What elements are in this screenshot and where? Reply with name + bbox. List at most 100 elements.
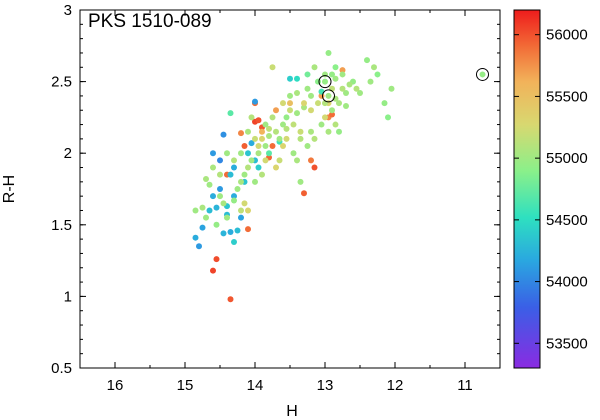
data-point bbox=[301, 190, 307, 197]
data-point bbox=[301, 100, 307, 107]
y-tick-label: 1 bbox=[64, 288, 72, 305]
data-point bbox=[297, 178, 304, 185]
data-point bbox=[192, 234, 199, 241]
data-point bbox=[329, 107, 335, 114]
data-point bbox=[308, 92, 314, 99]
data-point bbox=[322, 71, 328, 78]
data-point bbox=[301, 104, 307, 111]
highlight-ring bbox=[318, 75, 332, 89]
data-point bbox=[227, 296, 234, 303]
data-point bbox=[269, 143, 276, 150]
plot-area bbox=[79, 9, 501, 369]
data-point bbox=[287, 100, 293, 107]
data-point bbox=[238, 178, 244, 185]
data-point bbox=[217, 186, 223, 192]
colorbar-tick-label: 54000 bbox=[546, 274, 588, 291]
data-point bbox=[357, 90, 363, 97]
data-point bbox=[241, 143, 248, 150]
data-point bbox=[273, 128, 279, 135]
data-point bbox=[315, 100, 321, 107]
data-point bbox=[374, 71, 381, 78]
colorbar-tick-label: 55500 bbox=[546, 88, 588, 105]
data-point bbox=[245, 226, 251, 233]
data-point bbox=[234, 186, 241, 192]
data-point bbox=[224, 150, 230, 157]
data-point bbox=[346, 81, 353, 88]
data-point bbox=[269, 114, 276, 121]
data-point bbox=[199, 204, 206, 211]
data-point bbox=[213, 204, 220, 211]
colorbar: 53500 54000 54500 55000 55500 56000 bbox=[513, 9, 588, 369]
colorbar-gradient bbox=[513, 9, 541, 369]
data-point bbox=[311, 164, 318, 171]
highlighted-points bbox=[318, 67, 489, 103]
data-point bbox=[217, 193, 223, 200]
data-point bbox=[217, 157, 223, 164]
data-point bbox=[241, 200, 248, 207]
data-point bbox=[322, 114, 328, 121]
data-point bbox=[238, 150, 244, 157]
data-point bbox=[248, 140, 255, 147]
data-point bbox=[304, 143, 311, 150]
data-point bbox=[266, 133, 272, 140]
data-point bbox=[371, 64, 377, 71]
data-point bbox=[332, 64, 339, 71]
data-point bbox=[269, 64, 276, 71]
data-point bbox=[231, 157, 237, 164]
data-point bbox=[248, 114, 255, 121]
data-point bbox=[325, 128, 332, 135]
data-point bbox=[210, 193, 216, 200]
data-point bbox=[343, 102, 349, 109]
data-point bbox=[255, 143, 262, 150]
colorbar-tick-label: 53500 bbox=[546, 335, 588, 352]
data-point bbox=[283, 114, 290, 121]
data-point bbox=[311, 135, 318, 142]
data-point bbox=[308, 157, 314, 164]
data-point bbox=[276, 135, 283, 142]
data-point bbox=[252, 135, 258, 142]
data-point bbox=[287, 75, 293, 82]
data-point bbox=[273, 164, 279, 171]
highlight-ring bbox=[322, 89, 335, 103]
data-point bbox=[231, 193, 237, 200]
data-point bbox=[336, 100, 342, 107]
data-point bbox=[294, 75, 300, 82]
data-point bbox=[339, 85, 346, 92]
data-point bbox=[388, 85, 395, 92]
data-point bbox=[315, 78, 321, 85]
data-point bbox=[266, 125, 272, 132]
data-point bbox=[255, 164, 262, 171]
data-point bbox=[203, 175, 209, 182]
data-point bbox=[245, 150, 251, 157]
data-point bbox=[266, 150, 272, 157]
data-point bbox=[213, 256, 220, 263]
x-tick-label: 11 bbox=[457, 377, 473, 394]
data-point bbox=[329, 71, 335, 78]
data-point bbox=[231, 197, 237, 204]
plot-frame bbox=[79, 9, 501, 369]
data-point bbox=[238, 207, 244, 214]
data-point bbox=[336, 128, 342, 135]
data-point bbox=[248, 157, 255, 164]
data-point bbox=[227, 228, 234, 235]
data-point bbox=[294, 157, 300, 164]
chart-title: PKS 1510-089 bbox=[88, 11, 212, 32]
data-point bbox=[329, 111, 335, 118]
data-point bbox=[206, 207, 213, 214]
data-point bbox=[308, 128, 314, 135]
data-point bbox=[353, 85, 360, 92]
data-point bbox=[238, 214, 244, 221]
data-point bbox=[213, 221, 220, 228]
data-point bbox=[220, 131, 227, 138]
data-point bbox=[210, 150, 216, 157]
data-point bbox=[318, 88, 325, 95]
data-point bbox=[252, 98, 258, 105]
data-point bbox=[297, 135, 304, 142]
data-point bbox=[259, 171, 265, 178]
data-point bbox=[245, 207, 251, 214]
y-tick-label: 0.5 bbox=[51, 360, 72, 377]
colorbar-tick-label: 54500 bbox=[546, 212, 588, 229]
data-point bbox=[210, 267, 216, 274]
y-tick-label: 2 bbox=[64, 145, 72, 162]
data-point bbox=[227, 110, 234, 117]
